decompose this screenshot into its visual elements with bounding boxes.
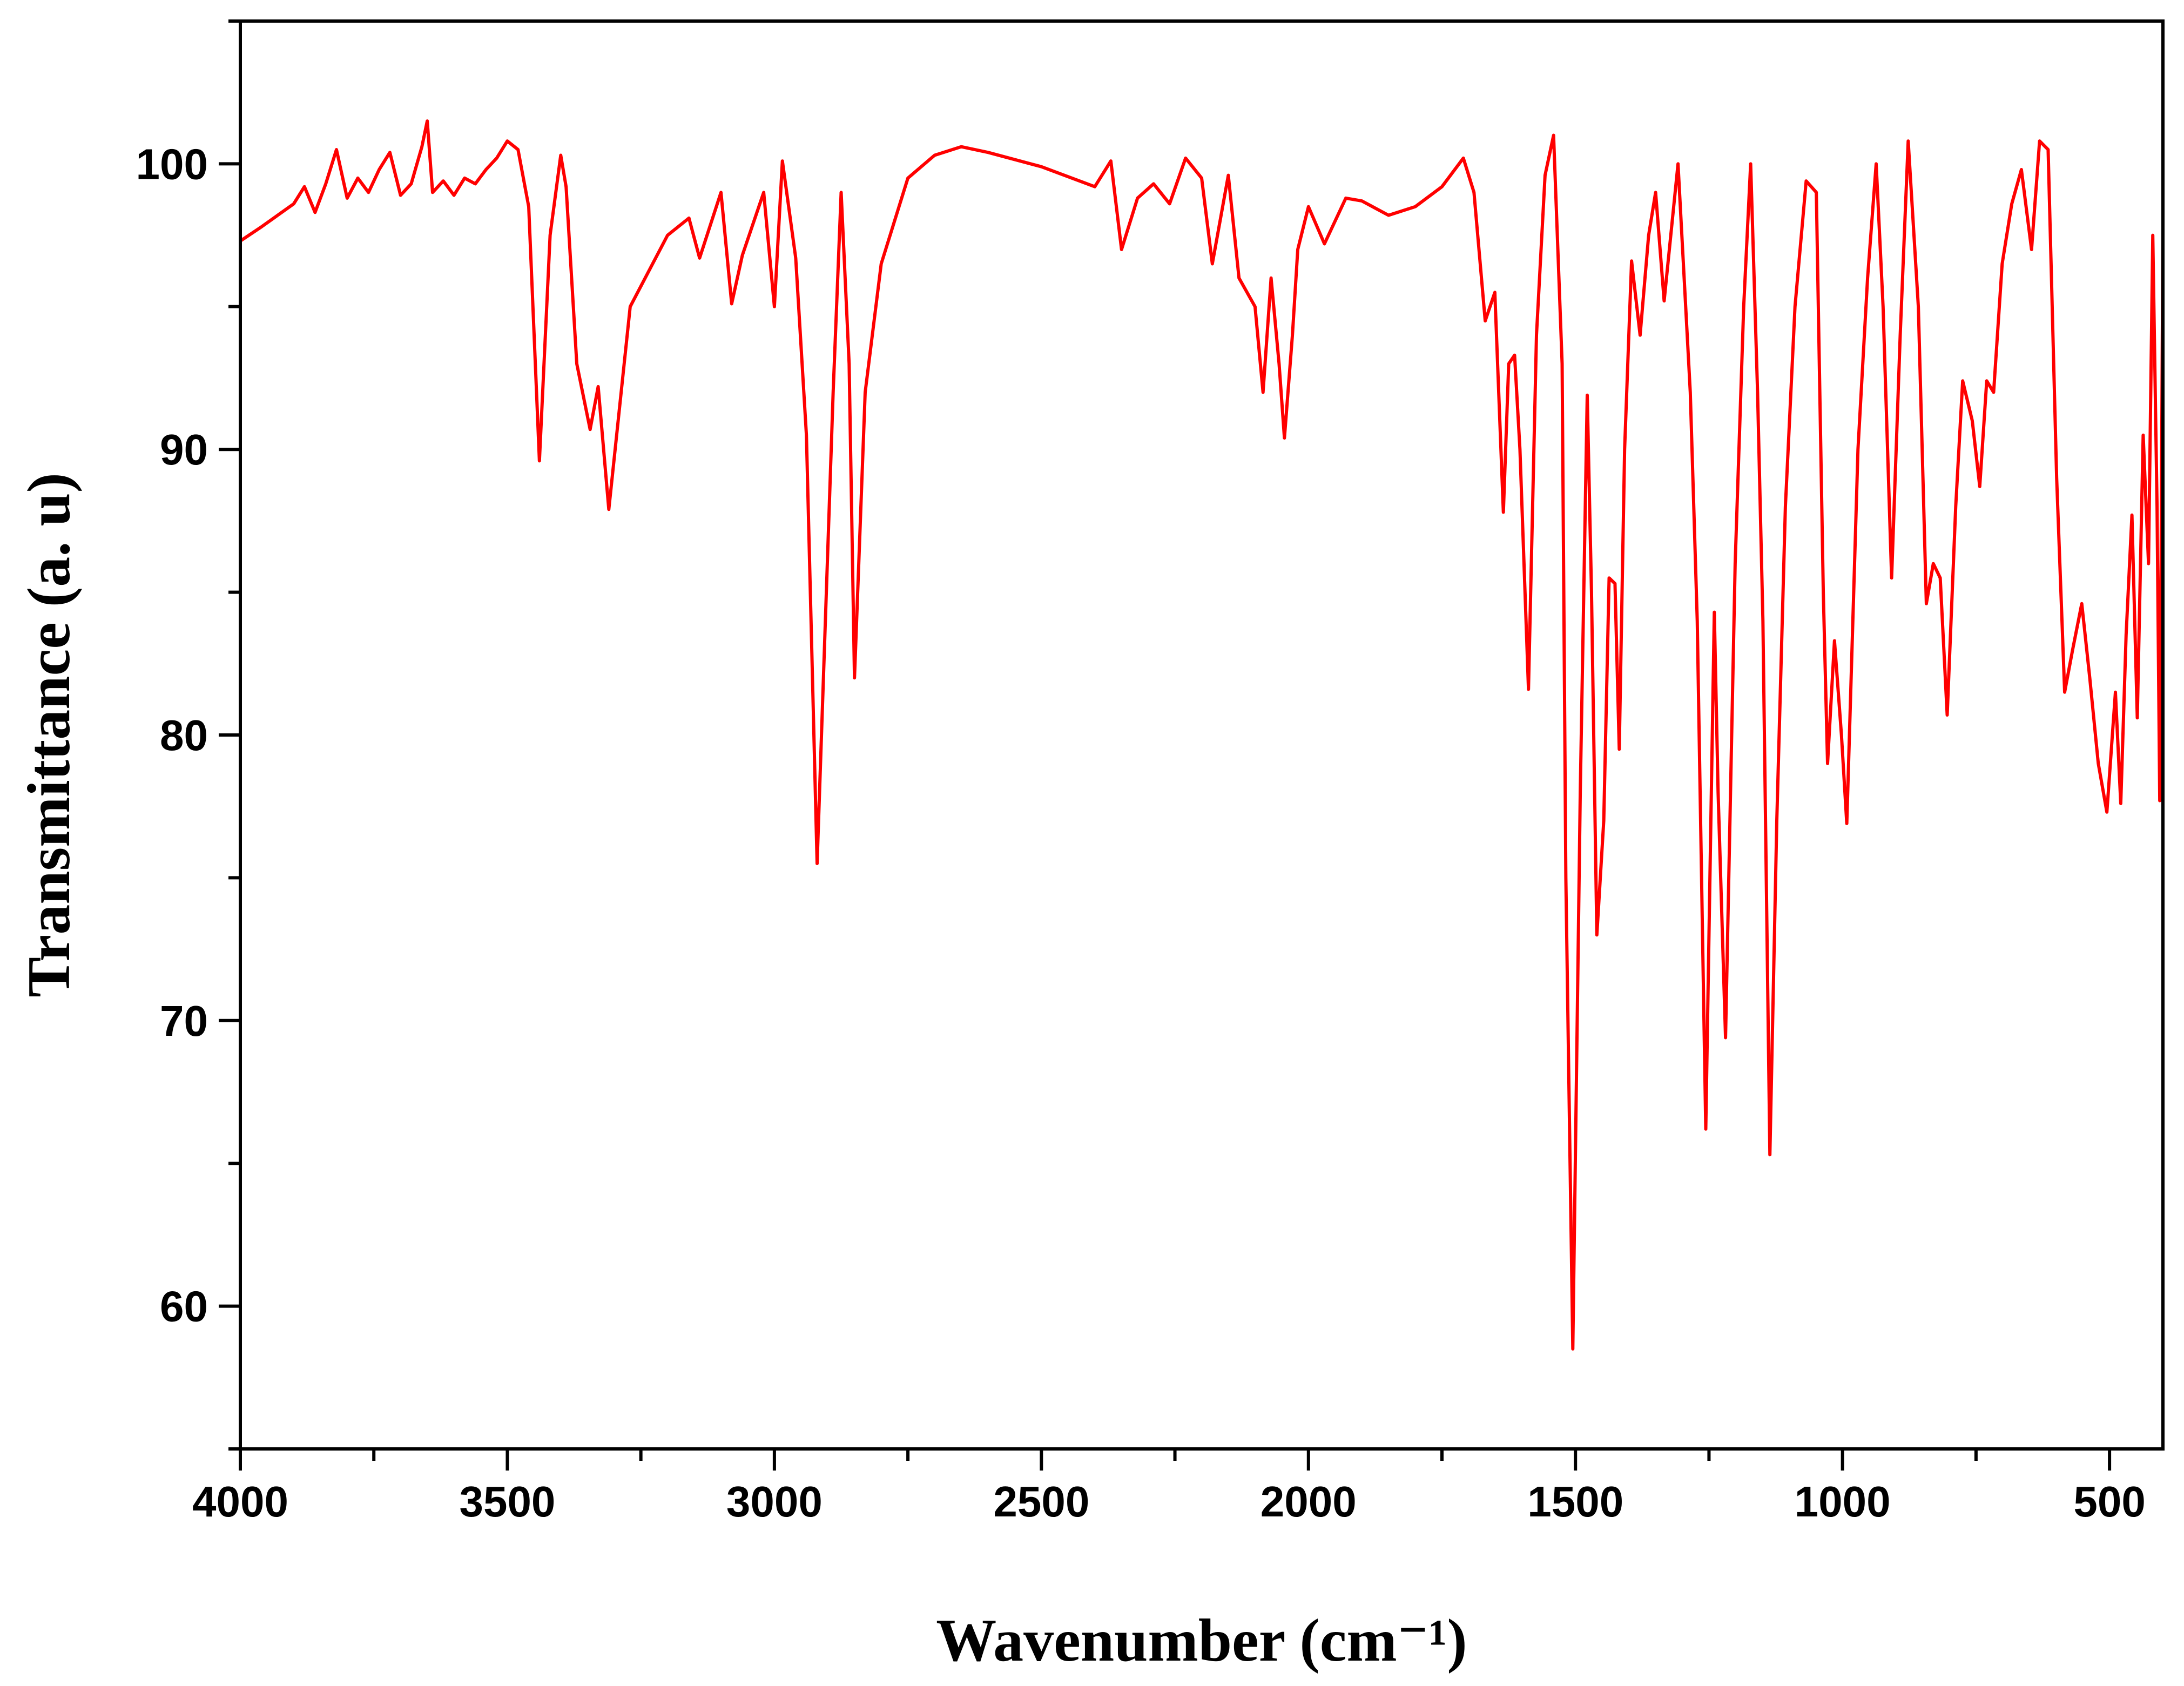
x-tick-label: 4000: [192, 1478, 288, 1526]
y-tick-label: 90: [160, 426, 208, 474]
y-tick-label: 100: [136, 140, 208, 188]
y-tick-label: 80: [160, 711, 208, 759]
y-axis-title: Transmittance (a. u): [16, 473, 83, 997]
x-tick-label: 2000: [1260, 1478, 1357, 1526]
x-tick-label: 3000: [726, 1478, 823, 1526]
x-tick-label: 3500: [459, 1478, 555, 1526]
x-tick-label: 1000: [1795, 1478, 1891, 1526]
y-tick-label: 60: [160, 1283, 208, 1331]
y-tick-label: 70: [160, 997, 208, 1045]
x-axis-title: Wavenumber (cm⁻¹): [936, 1607, 1467, 1674]
x-tick-label: 2500: [993, 1478, 1089, 1526]
x-tick-label: 1500: [1527, 1478, 1623, 1526]
x-tick-label: 500: [2073, 1478, 2145, 1526]
spectrum-line: [240, 119, 2163, 1351]
